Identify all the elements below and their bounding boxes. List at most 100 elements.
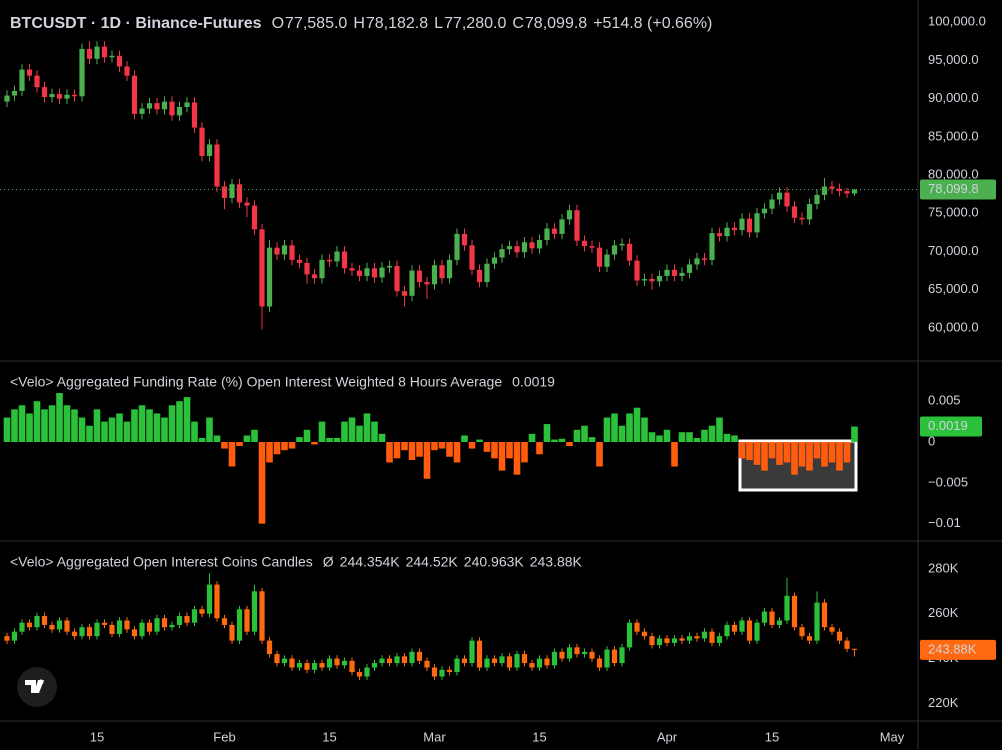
y-tick-label: 70,000.0 bbox=[928, 243, 979, 258]
y-tick-label: 280K bbox=[928, 560, 959, 575]
candle-body bbox=[499, 249, 505, 258]
candle-body bbox=[34, 615, 40, 628]
bar bbox=[693, 437, 701, 443]
candle-body bbox=[19, 69, 25, 91]
last-value-label: 243.88K bbox=[928, 641, 977, 656]
bar bbox=[656, 435, 663, 443]
legend-symbol: Ø bbox=[323, 554, 334, 570]
bar bbox=[483, 442, 491, 452]
candle-body bbox=[611, 649, 618, 664]
bar bbox=[761, 442, 768, 471]
legend-value: 0.0019 bbox=[512, 374, 555, 390]
bar bbox=[116, 413, 123, 443]
candle-body bbox=[266, 640, 273, 655]
candle-body bbox=[4, 95, 10, 102]
candle-body bbox=[686, 636, 693, 641]
bar bbox=[551, 439, 558, 443]
candle-body bbox=[101, 622, 108, 625]
bar bbox=[288, 442, 296, 449]
y-tick-label: 65,000.0 bbox=[928, 281, 979, 296]
candle-body bbox=[604, 254, 610, 267]
bar bbox=[153, 413, 161, 443]
candle-body bbox=[671, 269, 678, 276]
candle-body bbox=[401, 291, 408, 296]
logo-dot[interactable] bbox=[38, 679, 44, 685]
legend-value: 243.88K bbox=[530, 554, 583, 570]
candle-body bbox=[146, 103, 153, 109]
last-value-box bbox=[920, 416, 982, 437]
candle-body bbox=[379, 267, 385, 278]
candle-body bbox=[304, 663, 310, 670]
bar bbox=[476, 439, 483, 443]
candle-body bbox=[319, 663, 325, 668]
bar bbox=[423, 442, 431, 479]
candle-body bbox=[506, 656, 513, 668]
bar bbox=[258, 442, 266, 524]
y-tick-label: 260K bbox=[928, 605, 959, 620]
y-tick-label: 90,000.0 bbox=[928, 90, 979, 105]
bar bbox=[281, 442, 288, 451]
legend-value: 77,280.0 bbox=[444, 15, 506, 32]
x-tick-label: 15 bbox=[532, 729, 546, 744]
bar bbox=[678, 432, 686, 443]
bar bbox=[783, 442, 791, 463]
candle-body bbox=[641, 631, 648, 637]
candle-body bbox=[611, 245, 618, 255]
candle-body bbox=[461, 658, 468, 664]
tradingview-logo[interactable] bbox=[17, 667, 57, 707]
candle-body bbox=[566, 647, 573, 659]
y-tick-label: 0.005 bbox=[928, 393, 961, 408]
bar bbox=[341, 421, 348, 443]
candle-body bbox=[454, 233, 460, 260]
bar bbox=[626, 413, 633, 443]
candle-body bbox=[619, 647, 625, 664]
x-tick-label: Apr bbox=[657, 729, 678, 744]
candle-body bbox=[844, 640, 850, 649]
candle-body bbox=[416, 651, 423, 661]
bar bbox=[566, 442, 573, 447]
bar bbox=[521, 442, 528, 463]
candle-body bbox=[619, 243, 625, 246]
candle-body bbox=[761, 208, 768, 214]
candle-body bbox=[11, 631, 18, 641]
candle-body bbox=[761, 611, 768, 623]
bar bbox=[356, 425, 363, 443]
bar bbox=[446, 442, 453, 457]
bar bbox=[176, 401, 183, 443]
bar bbox=[648, 432, 656, 443]
bar bbox=[536, 442, 543, 455]
candle-body bbox=[49, 624, 55, 630]
bar bbox=[161, 417, 168, 443]
bar bbox=[708, 425, 716, 443]
candle-body bbox=[56, 620, 63, 630]
candle-body bbox=[716, 636, 723, 643]
x-tick-label: Mar bbox=[423, 729, 446, 744]
candle-body bbox=[236, 609, 243, 641]
candle-body bbox=[776, 620, 783, 625]
bar bbox=[558, 438, 566, 443]
candle-body bbox=[851, 648, 858, 650]
x-tick-label: 15 bbox=[90, 729, 104, 744]
candle-body bbox=[394, 265, 400, 292]
candle-body bbox=[349, 268, 355, 271]
candle-body bbox=[34, 75, 40, 88]
candle-body bbox=[251, 205, 258, 230]
bar bbox=[326, 437, 333, 443]
bar bbox=[393, 442, 401, 459]
candle-body bbox=[739, 218, 745, 231]
bar bbox=[603, 417, 611, 443]
candle-body bbox=[559, 651, 565, 659]
candle-body bbox=[664, 638, 670, 643]
candle-body bbox=[649, 278, 655, 282]
candle-body bbox=[446, 669, 453, 673]
bar bbox=[191, 421, 198, 443]
bar bbox=[131, 409, 138, 443]
candle-body bbox=[49, 94, 55, 98]
bar bbox=[468, 442, 476, 449]
candle-body bbox=[439, 265, 445, 279]
candle-body bbox=[154, 103, 160, 110]
candle-body bbox=[776, 192, 783, 200]
bar bbox=[56, 393, 63, 443]
candle-body bbox=[131, 75, 138, 114]
